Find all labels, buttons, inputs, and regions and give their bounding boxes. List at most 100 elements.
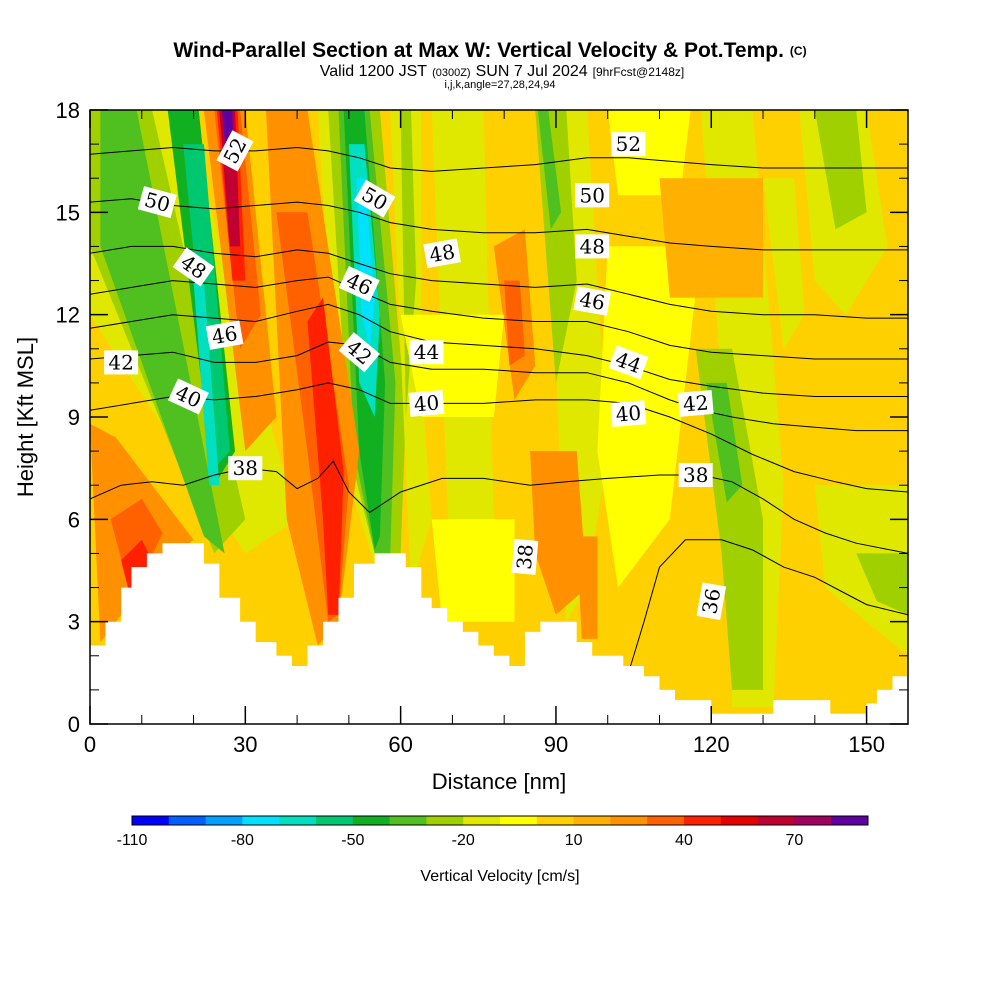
- contour-label-4: 50: [575, 183, 610, 208]
- contour-label-text: 48: [427, 239, 456, 267]
- y-axis-title: Height [Kft MSL]: [13, 337, 38, 497]
- contour-label-bg: [205, 320, 244, 350]
- velocity-band-30: [537, 110, 562, 230]
- y-tick-label-3: 3: [68, 610, 80, 635]
- contour-label-21: 38: [511, 538, 539, 575]
- contour-label-text: 44: [414, 340, 439, 364]
- contour-label-9: 46: [573, 286, 612, 316]
- colorbar-tick-label-40: 40: [675, 832, 693, 849]
- theta-contour-38: [90, 460, 908, 554]
- velocity-band-5: [193, 280, 220, 486]
- colorbar-tick-label-10: 10: [565, 832, 583, 849]
- contour-label-10: 46: [205, 320, 244, 350]
- theta-contour-44: [90, 303, 908, 397]
- velocity-band-4: [183, 144, 230, 469]
- velocity-band-39: [814, 110, 867, 230]
- velocity-band-35: [695, 348, 763, 690]
- colorbar-swatch-19: [831, 816, 869, 825]
- chart-subtitle: Valid 1200 JST (0300Z) SUN 7 Jul 2024 [9hrF…: [320, 63, 684, 80]
- theta-contour-42: [90, 341, 908, 432]
- contour-label-bg: [167, 378, 209, 415]
- y-tick-label-9: 9: [68, 405, 80, 430]
- x-axis-title: Distance [nm]: [432, 769, 567, 794]
- theta-contour-46: [90, 276, 908, 360]
- contour-label-3: 52: [611, 132, 646, 157]
- contour-label-bg: [104, 350, 139, 375]
- contour-label-bg: [408, 389, 445, 417]
- contour-label-7: 48: [575, 234, 610, 259]
- colorbar-swatch-6: [352, 816, 391, 825]
- colorbar-swatch-1: [168, 816, 207, 825]
- terrain: [90, 543, 908, 724]
- velocity-band-40: [814, 485, 908, 656]
- colorbar-tick-label--80: -80: [231, 832, 254, 849]
- contour-label-bg: [216, 130, 254, 172]
- colorbar-swatch-5: [316, 816, 354, 825]
- theta-contours: [90, 146, 908, 691]
- contour-label-bg: [338, 265, 380, 303]
- contour-label-18: 40: [610, 400, 647, 428]
- velocity-band-24: [504, 280, 525, 366]
- theta-contour-36: [622, 539, 908, 691]
- colorbar-tick-label--110: -110: [117, 832, 148, 849]
- contour-label-text: 38: [233, 456, 258, 480]
- velocity-band-22: [307, 297, 344, 615]
- y-tick-label-0: 0: [68, 712, 80, 737]
- contour-label-20: 38: [678, 463, 713, 487]
- contour-label-6: 48: [423, 238, 461, 269]
- contour-label-bg: [409, 340, 444, 365]
- contour-label-text: 50: [579, 183, 604, 207]
- y-tick-label-12: 12: [56, 303, 80, 328]
- y-tick-label-18: 18: [56, 98, 80, 123]
- contour-label-bg: [423, 238, 461, 269]
- contour-label-bg: [575, 234, 610, 259]
- colorbar-swatch-7: [389, 816, 427, 825]
- velocity-band-2: [100, 110, 225, 554]
- contour-label-bg: [696, 582, 727, 621]
- y-tick-label-6: 6: [68, 507, 80, 532]
- chart-subtitle-indices: i,j,k,angle=27,28,24,94: [444, 79, 555, 91]
- colorbar-swatch-11: [536, 816, 575, 825]
- contour-label-text: 40: [615, 401, 642, 427]
- colorbar: -110 -80 -50 -20 10 40 70: [117, 815, 869, 849]
- chart-title: Wind-Parallel Section at Max W: Vertical…: [173, 39, 806, 62]
- contour-label-text: 40: [413, 390, 440, 416]
- contour-label-bg: [172, 247, 215, 287]
- colorbar-tick-label--20: -20: [452, 832, 475, 849]
- velocity-band-45: [431, 519, 515, 622]
- contour-label-bg: [137, 186, 177, 219]
- contour-label-14: 44: [608, 345, 649, 380]
- contour-label-19: 38: [228, 456, 263, 481]
- contour-label-bg: [608, 345, 649, 380]
- colorbar-swatch-15: [684, 816, 722, 825]
- velocity-band-31: [597, 246, 701, 588]
- colorbar-swatch-4: [279, 816, 317, 825]
- colorbar-tick-label-70: 70: [786, 832, 804, 849]
- theta-contour-52: [90, 146, 908, 172]
- contour-label-bg: [677, 389, 714, 417]
- velocity-band-43: [659, 178, 763, 298]
- colorbar-swatch-9: [463, 816, 501, 825]
- x-tick-label-30: 30: [233, 732, 257, 757]
- colorbar-swatch-3: [242, 816, 280, 825]
- velocity-band-42: [607, 110, 691, 196]
- colorbar-swatch-8: [426, 816, 464, 825]
- colorbar-swatch-16: [720, 816, 759, 825]
- contour-label-text: 48: [579, 234, 604, 258]
- theta-contour-50: [90, 198, 908, 251]
- contour-label-bg: [610, 400, 647, 428]
- colorbar-swatch-2: [205, 816, 243, 825]
- contour-label-bg: [678, 463, 713, 487]
- contour-label-text: 52: [616, 132, 641, 156]
- x-tick-label-0: 0: [84, 732, 96, 757]
- contour-label-text: 38: [683, 463, 708, 487]
- velocity-band-36: [706, 382, 743, 503]
- contour-label-text: 42: [682, 390, 709, 416]
- contour-label-text: 46: [578, 287, 607, 315]
- contour-label-bg: [228, 456, 263, 481]
- colorbar-title: Vertical Velocity [cm/s]: [420, 868, 579, 885]
- contour-label-text: 38: [512, 543, 538, 570]
- x-tick-label-120: 120: [693, 732, 730, 757]
- velocity-band-33: [530, 451, 587, 615]
